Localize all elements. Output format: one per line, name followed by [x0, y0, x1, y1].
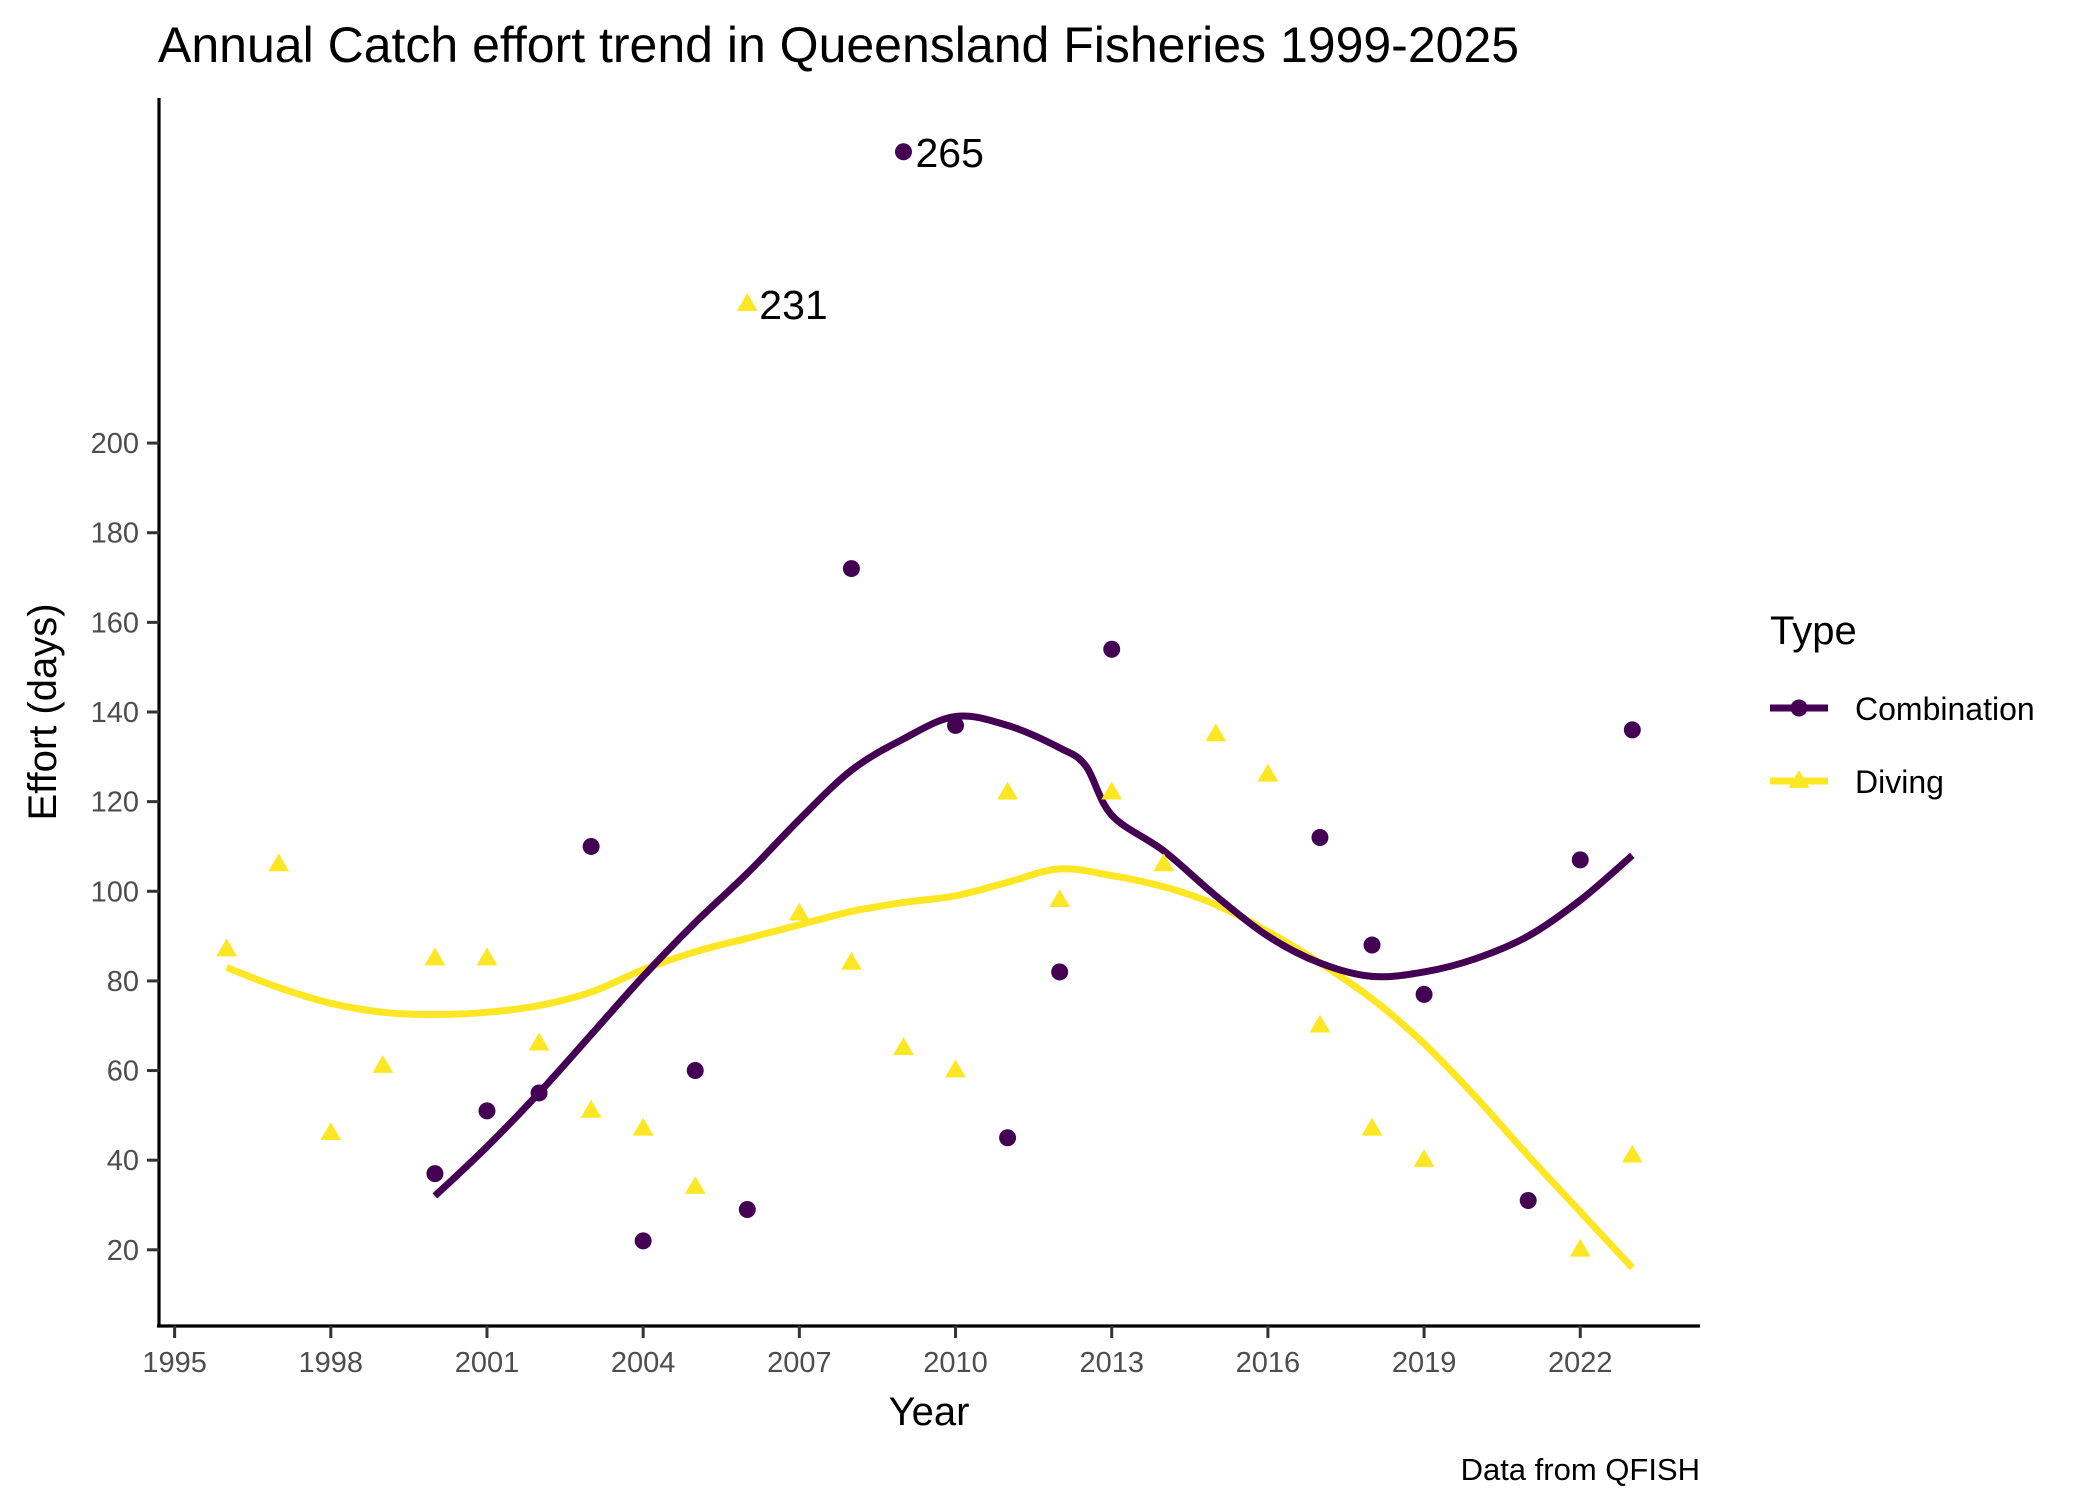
point-combination	[1623, 721, 1641, 739]
y-tick-label: 180	[91, 518, 139, 550]
point-diving	[893, 1037, 914, 1055]
point-combination	[842, 560, 860, 578]
point-diving	[580, 1099, 602, 1118]
point-combination	[1311, 828, 1329, 846]
point-combination	[999, 1129, 1017, 1147]
x-tick-label: 1998	[299, 1347, 364, 1379]
point-diving	[1049, 889, 1071, 908]
point-diving	[216, 938, 238, 957]
point-diving	[1621, 1144, 1643, 1163]
point-diving	[1205, 723, 1227, 742]
point-diving	[1413, 1149, 1435, 1167]
point-diving	[736, 293, 758, 311]
y-tick-label: 40	[107, 1145, 139, 1177]
x-tick-label: 2013	[1079, 1347, 1144, 1379]
point-diving	[372, 1055, 394, 1073]
point-combination	[478, 1102, 496, 1120]
annotation-label: 265	[915, 130, 983, 176]
legend-key-marker-diving	[1788, 770, 1810, 788]
caption: Data from QFISH	[1461, 1452, 1700, 1487]
point-diving	[1361, 1117, 1383, 1136]
point-combination	[1363, 936, 1381, 954]
x-tick-label: 2004	[611, 1347, 676, 1379]
legend-label-combination: Combination	[1855, 691, 2035, 727]
x-tick-label: 2022	[1548, 1347, 1613, 1379]
chart-title: Annual Catch effort trend in Queensland …	[158, 17, 1519, 73]
y-axis-title: Effort (days)	[21, 603, 65, 820]
point-diving	[840, 951, 862, 970]
y-tick-label: 160	[91, 607, 139, 639]
point-diving	[1569, 1238, 1591, 1257]
x-tick-label: 2001	[455, 1347, 520, 1379]
y-tick-label: 140	[91, 697, 139, 729]
x-tick-label: 2007	[767, 1347, 832, 1379]
x-tick-label: 2019	[1392, 1347, 1457, 1379]
trend-lines	[225, 712, 1635, 1271]
y-tick-label: 60	[107, 1056, 139, 1088]
x-tick-label: 1995	[142, 1347, 207, 1379]
legend: Type Combination Diving	[1770, 609, 2035, 800]
point-diving	[632, 1117, 654, 1136]
axes	[157, 98, 1700, 1328]
point-diving	[528, 1032, 550, 1051]
point-combination	[634, 1232, 652, 1250]
x-tick-label: 2016	[1236, 1347, 1301, 1379]
legend-items: Combination Diving	[1770, 691, 2035, 800]
point-combination	[1519, 1192, 1537, 1210]
x-axis-title: Year	[889, 1390, 970, 1434]
point-diving	[268, 853, 290, 872]
point-diving	[476, 947, 498, 966]
point-combination	[1103, 640, 1121, 658]
point-combination	[582, 837, 600, 855]
y-tick-label: 20	[107, 1235, 139, 1267]
point-combination	[686, 1062, 704, 1080]
point-diving	[320, 1122, 342, 1141]
y-tick-label: 120	[91, 787, 139, 819]
point-diving	[1309, 1014, 1331, 1033]
point-combination	[1571, 851, 1589, 869]
y-tick-label: 80	[107, 966, 139, 998]
point-diving	[788, 902, 810, 921]
annotations: 265 231	[759, 130, 984, 328]
point-combination	[426, 1165, 444, 1183]
x-ticks: 1995 1998 2001 2004 2007 2010 2013 2016 2019 2022	[142, 1326, 1613, 1379]
data-points	[216, 143, 1643, 1257]
point-combination	[1415, 985, 1433, 1003]
point-combination	[530, 1084, 548, 1102]
trend-line-combination	[432, 712, 1635, 1199]
point-combination	[947, 716, 965, 734]
point-diving	[424, 947, 446, 966]
point-diving	[684, 1176, 706, 1194]
y-tick-label: 100	[91, 876, 139, 908]
trend-line-diving	[225, 865, 1635, 1271]
point-combination	[1051, 963, 1069, 981]
annotation-label: 231	[759, 282, 827, 328]
point-combination	[894, 143, 912, 161]
x-tick-label: 2010	[923, 1347, 988, 1379]
legend-key-marker-combination	[1790, 699, 1808, 717]
point-diving	[1257, 763, 1279, 782]
point-diving	[1101, 781, 1123, 800]
point-diving	[945, 1059, 966, 1078]
legend-title: Type	[1770, 609, 1857, 653]
point-diving	[1153, 853, 1175, 872]
legend-label-diving: Diving	[1855, 764, 1944, 800]
y-tick-label: 200	[91, 428, 139, 460]
y-ticks: 20 40 60 80 100 120 140 160 180 200	[91, 428, 159, 1267]
point-diving	[997, 781, 1019, 800]
point-combination	[738, 1200, 756, 1218]
